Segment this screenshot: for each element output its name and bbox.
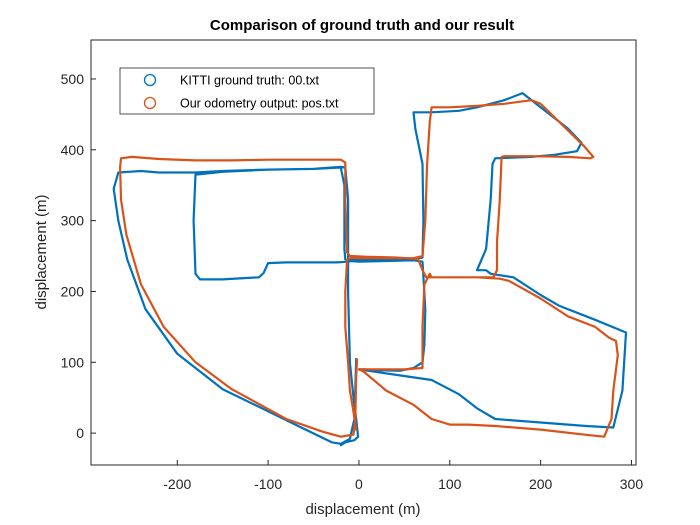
- y-axis-ticks: 0 100 200 300 400 500: [61, 71, 96, 441]
- x-tick-label: -100: [254, 476, 282, 492]
- series-layer: [112, 92, 628, 447]
- x-tick-label: -200: [163, 476, 191, 492]
- x-axis-ticks: -200 -100 0 100 200 300: [163, 460, 643, 492]
- x-axis-label: displacement (m): [305, 501, 420, 518]
- y-axis-label: displacement (m): [33, 194, 50, 309]
- legend-marker-ground-truth: [143, 73, 157, 87]
- x-tick-label: 300: [620, 476, 644, 492]
- series-odometry-line: [119, 99, 619, 438]
- legend-box: [119, 67, 375, 115]
- chart-title: Comparison of ground truth and our resul…: [210, 17, 514, 34]
- y-tick-label: 300: [61, 213, 85, 229]
- legend-marker-odometry: [143, 96, 157, 110]
- x-tick-label: 100: [438, 476, 462, 492]
- legend-label-ground-truth: KITTI ground truth: 00.txt: [180, 74, 319, 88]
- y-tick-label: 100: [61, 354, 85, 370]
- y-tick-label: 400: [61, 142, 85, 158]
- y-tick-label: 0: [76, 425, 84, 441]
- x-tick-label: 200: [529, 476, 553, 492]
- y-tick-label: 200: [61, 283, 85, 299]
- legend-label-odometry: Our odometry output: pos.txt: [180, 97, 339, 111]
- x-tick-label: 0: [355, 476, 363, 492]
- y-tick-label: 500: [61, 71, 85, 87]
- legend: KITTI ground truth: 00.txt Our odometry …: [119, 67, 375, 115]
